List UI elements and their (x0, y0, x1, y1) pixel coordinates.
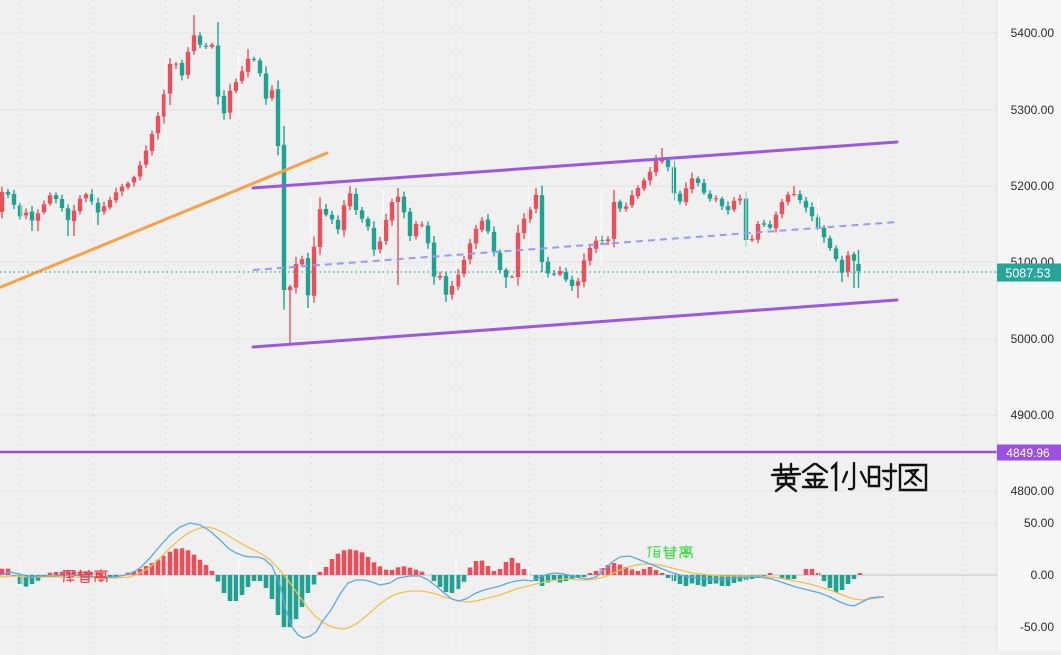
svg-text:5000.00: 5000.00 (1011, 332, 1055, 346)
svg-text:5087.53: 5087.53 (1005, 267, 1050, 281)
svg-text:4849.96: 4849.96 (1006, 446, 1050, 460)
svg-text:0.00: 0.00 (1031, 568, 1055, 582)
svg-text:4800.00: 4800.00 (1011, 484, 1055, 498)
svg-text:-50.00: -50.00 (1020, 620, 1054, 634)
svg-text:50.00: 50.00 (1024, 516, 1054, 530)
svg-text:5200.00: 5200.00 (1011, 179, 1055, 193)
svg-text:5300.00: 5300.00 (1011, 103, 1055, 117)
svg-text:5400.00: 5400.00 (1011, 26, 1055, 40)
svg-text:4900.00: 4900.00 (1011, 408, 1055, 422)
